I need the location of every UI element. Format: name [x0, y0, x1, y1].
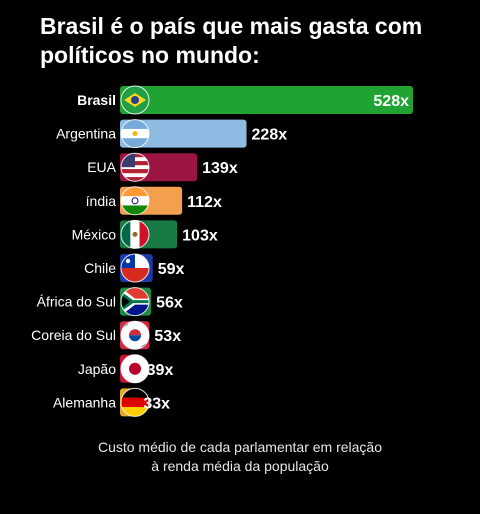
category-label: Coreia do Sul: [31, 327, 116, 343]
mexico-flag-icon: [121, 220, 149, 249]
india-flag-icon: [121, 186, 149, 215]
chart-caption: Custo médio de cada parlamentar em relaç…: [40, 438, 440, 476]
caption-line-2: à renda média da população: [151, 458, 329, 474]
bar-row: México 103x: [72, 219, 218, 249]
category-label: índia: [86, 193, 117, 209]
value-label: 112x: [187, 194, 222, 211]
value-label: 59x: [158, 261, 185, 278]
bar: [120, 119, 247, 148]
value-label: 56x: [156, 295, 183, 312]
value-label: 103x: [182, 227, 218, 244]
category-label: Chile: [84, 260, 116, 276]
bar-row: África do Sul 56x: [37, 287, 183, 317]
bar-row: Alemanha 33x: [53, 387, 170, 417]
bar-row: Argentina 228x: [56, 119, 288, 149]
germany-flag-icon: [121, 388, 149, 417]
value-label: 39x: [147, 362, 174, 379]
value-label: 53x: [154, 328, 181, 345]
bar-row: EUA 139x: [87, 152, 238, 182]
category-label: Brasil: [77, 92, 116, 108]
value-label: 528x: [373, 93, 409, 110]
bar: [120, 86, 413, 114]
category-label: África do Sul: [37, 294, 116, 310]
value-label: 228x: [252, 127, 288, 144]
bar-row: Coreia do Sul 53x: [31, 320, 181, 350]
value-label: 33x: [143, 395, 170, 412]
bar-row: Japão 39x: [78, 354, 174, 384]
japan-flag-icon: [121, 354, 149, 383]
bar-row: índia 112x: [86, 186, 222, 216]
chart-title: Brasil é o país que mais gasta com polít…: [40, 13, 423, 68]
brazil-flag-icon: [121, 86, 149, 114]
category-label: EUA: [87, 159, 116, 175]
caption-line-1: Custo médio de cada parlamentar em relaç…: [97, 439, 383, 455]
category-label: México: [72, 226, 117, 242]
category-label: Alemanha: [53, 394, 116, 410]
value-label: 139x: [202, 160, 238, 177]
category-label: Argentina: [56, 126, 116, 142]
category-label: Japão: [78, 361, 116, 377]
bar-row: Brasil 528x: [77, 85, 413, 115]
argentina-flag-icon: [121, 119, 149, 148]
south-africa-flag-icon: [121, 287, 149, 316]
bar-row: Chile 59x: [84, 253, 185, 283]
